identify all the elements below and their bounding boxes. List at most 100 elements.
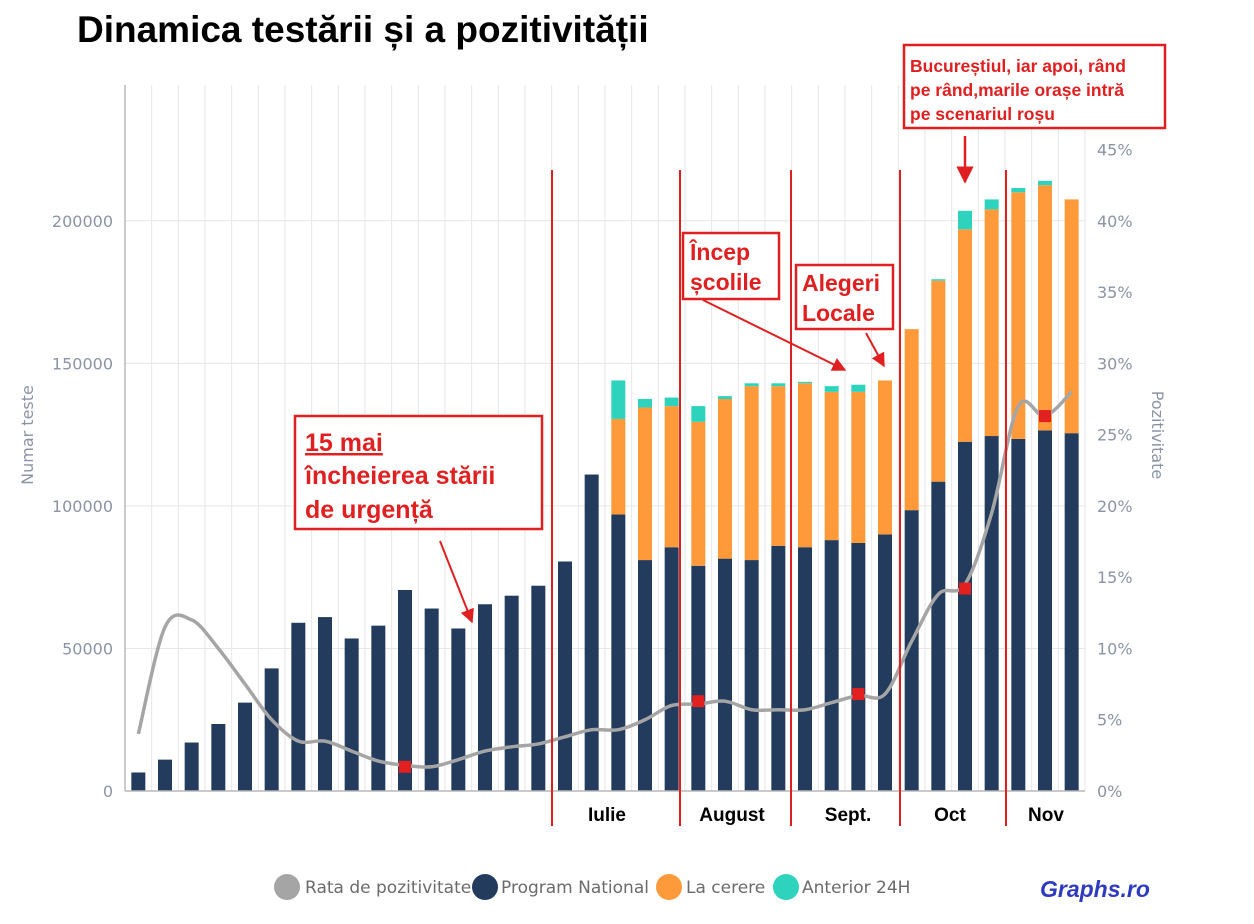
y-left-tick-label: 100000 [52,497,113,516]
legend-label-anterior-24h: Anterior 24H [802,878,910,898]
annotation-alegeri-locale-arrow [865,332,885,368]
y-right-tick-label: 45% [1097,141,1133,160]
positivity-marker [1039,410,1051,423]
bar-la-cerere [824,391,839,541]
month-label: Nov [1028,805,1064,826]
bar-program-national [158,759,172,791]
bar-la-cerere [1038,185,1052,431]
bar-la-cerere [904,329,919,511]
month-dividers: Iulie August Sept. Oct Nov [551,170,1064,826]
bar-program-national [211,724,226,791]
month-label: Oct [934,805,966,826]
bar-la-cerere [851,391,866,543]
bar-program-national [664,547,679,791]
positivity-marker [399,760,411,773]
y-right-tick-label: 10% [1097,639,1133,658]
legend: Rata de pozitivitate Program National La… [274,874,910,900]
bar-program-national [451,628,466,791]
legend-label-positivity: Rata de pozitivitate [305,878,471,898]
bar-program-national [238,702,252,791]
y-left-tick-label: 0 [103,782,113,801]
bar-program-national [904,510,919,791]
bar-program-national [291,622,306,791]
annotation-bucuresti-line-2: pe rând,marile orașe intră [910,80,1124,100]
annotation-incep-scolile-line-1: Încep [689,238,750,265]
axes: 0 50000 100000 150000 200000 0% 5% 10% 15% 20% 25%… [52,85,1133,801]
annotation-alegeri-locale-line-2: Locale [802,300,875,326]
bar-program-national [478,604,492,791]
bar-anterior-24h [984,199,999,210]
bars [131,180,1079,791]
month-label: Sept. [825,805,871,826]
annotation-15-mai-line-1: 15 mai [305,429,383,457]
bar-anterior-24h [638,398,652,408]
bar-anterior-24h [931,279,946,281]
positivity-line [136,390,1073,769]
annotation-bucuresti-line-3: pe scenariul roșu [910,104,1055,124]
bar-la-cerere [1011,192,1026,439]
y-right-tick-label: 20% [1097,497,1133,516]
bar-program-national [798,547,812,791]
bar-program-national [1064,433,1079,791]
y-right-axis-title: Pozitivitate [1148,391,1167,480]
y-left-tick-label: 150000 [52,354,113,373]
bar-program-national [318,617,332,791]
y-left-tick-label: 200000 [52,212,113,231]
bar-program-national [931,481,946,791]
bar-anterior-24h [664,397,679,407]
bar-la-cerere [878,380,892,535]
legend-label-la-cerere: La cerere [686,878,765,898]
bar-la-cerere [931,280,946,482]
bar-program-national [184,742,199,791]
positivity-line-layer [136,390,1073,773]
bar-anterior-24h [798,381,812,384]
bar-la-cerere [1064,199,1079,434]
bar-program-national [1038,430,1052,791]
bar-program-national [611,514,626,791]
legend-marker-anterior-24h [773,874,799,900]
bar-program-national [371,625,386,791]
bar-program-national [344,638,359,791]
month-label: Iulie [588,805,626,826]
bar-program-national [531,585,546,791]
y-right-tick-label: 35% [1097,283,1133,302]
bar-la-cerere [611,418,626,515]
annotation-15-mai-line-2: încheierea stării [303,462,495,490]
bar-program-national [584,474,599,791]
bar-anterior-24h [958,210,972,230]
legend-marker-la-cerere [656,874,682,900]
y-right-tick-label: 15% [1097,568,1133,587]
annotation-bucuresti: Bucureștiul, iar apoi, rând pe rând,mari… [902,43,1167,184]
annotation-incep-scolile: Încep școlile [681,231,847,371]
legend-marker-positivity [274,874,300,900]
annotation-bucuresti-line-1: Bucureștiul, iar apoi, rând [910,56,1126,76]
bar-anterior-24h [1011,188,1026,193]
y-left-axis-title: Numar teste [18,385,37,485]
bar-la-cerere [771,386,786,546]
annotation-alegeri-locale: Alegeri Locale [794,263,895,368]
y-right-tick-label: 5% [1097,711,1122,730]
y-left-tick-label: 50000 [62,639,113,658]
bar-program-national [851,542,866,791]
annotation-incep-scolile-line-2: școlile [690,269,762,296]
y-right-tick-label: 40% [1097,212,1133,231]
bar-anterior-24h [611,380,626,419]
bar-program-national [558,561,572,791]
bar-program-national [771,545,786,791]
annotation-incep-scolile-arrow [702,299,847,371]
annotation-15-mai: 15 mai încheierea stării de urgență [293,414,544,624]
bar-anterior-24h [771,383,786,387]
positivity-marker [959,582,971,595]
annotation-alegeri-locale-line-1: Alegeri [802,270,880,296]
bar-program-national [1011,438,1026,791]
month-label: August [699,805,765,826]
bar-program-national [638,560,652,791]
brand-watermark: Graphs.ro [1040,876,1150,902]
bar-anterior-24h [1038,180,1052,186]
bar-anterior-24h [744,383,759,387]
positivity-marker [852,688,865,701]
bar-program-national [744,560,759,791]
bar-program-national [691,565,706,791]
y-right-tick-label: 0% [1097,782,1122,801]
